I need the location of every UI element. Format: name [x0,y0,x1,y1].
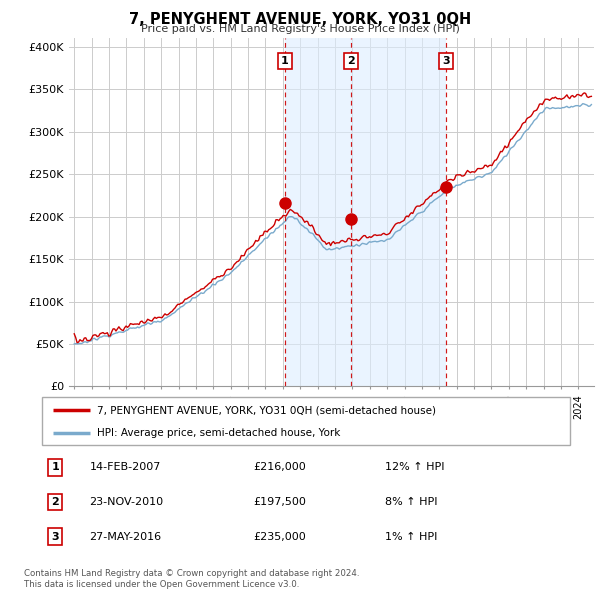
Text: 2: 2 [52,497,59,507]
Text: 7, PENYGHENT AVENUE, YORK, YO31 0QH (semi-detached house): 7, PENYGHENT AVENUE, YORK, YO31 0QH (sem… [97,405,436,415]
Text: £197,500: £197,500 [253,497,306,507]
Text: 27-MAY-2016: 27-MAY-2016 [89,532,161,542]
Text: HPI: Average price, semi-detached house, York: HPI: Average price, semi-detached house,… [97,428,341,438]
Text: 3: 3 [443,56,450,66]
Text: 2: 2 [347,56,355,66]
FancyBboxPatch shape [42,397,570,445]
Text: 1% ↑ HPI: 1% ↑ HPI [385,532,437,542]
Text: Contains HM Land Registry data © Crown copyright and database right 2024.
This d: Contains HM Land Registry data © Crown c… [24,569,359,589]
Text: £235,000: £235,000 [253,532,306,542]
Bar [285,38,446,386]
Text: 3: 3 [52,532,59,542]
Text: 12% ↑ HPI: 12% ↑ HPI [385,463,445,473]
Text: 23-NOV-2010: 23-NOV-2010 [89,497,164,507]
Text: 7, PENYGHENT AVENUE, YORK, YO31 0QH: 7, PENYGHENT AVENUE, YORK, YO31 0QH [129,12,471,27]
Text: 14-FEB-2007: 14-FEB-2007 [89,463,161,473]
Text: 1: 1 [52,463,59,473]
Text: £216,000: £216,000 [253,463,306,473]
Text: Price paid vs. HM Land Registry's House Price Index (HPI): Price paid vs. HM Land Registry's House … [140,24,460,34]
Text: 1: 1 [281,56,289,66]
Text: 8% ↑ HPI: 8% ↑ HPI [385,497,438,507]
